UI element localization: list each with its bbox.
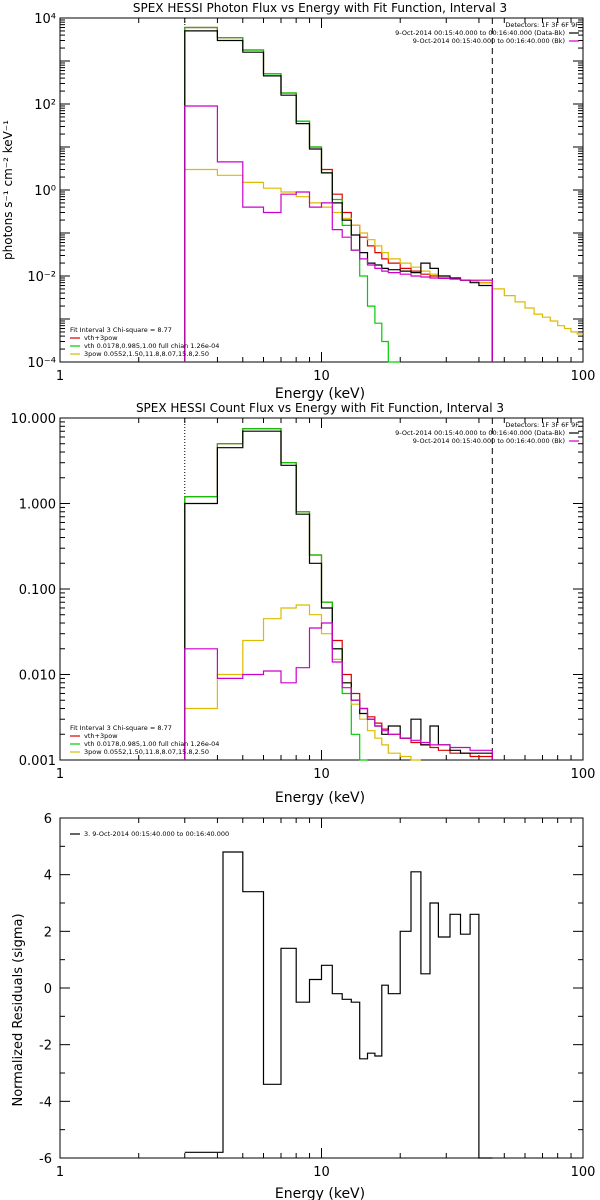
photon-flux-panel: SPEX HESSI Photon Flux vs Energy with Fi… [1, 1, 595, 402]
y-tick-label: 10² [34, 98, 56, 113]
series-line [184, 428, 493, 760]
y-tick-label: 1.000 [19, 498, 56, 513]
y-tick-label: 10⁴ [34, 12, 56, 27]
plot-frame [59, 17, 584, 363]
x-tick-label: 1 [56, 369, 64, 384]
y-tick-label: 0.001 [19, 754, 56, 769]
x-tick-label: 10 [313, 369, 330, 384]
count-flux-panel: SPEX HESSI Count Flux vs Energy with Fit… [11, 401, 596, 806]
residuals-panel: Normalized Residuals (sigma) Energy (keV… [11, 812, 595, 1200]
legend-header: Fit Interval 3 Chi-square = 8.77 [70, 724, 172, 732]
photon-ylabel: photons s⁻¹ cm⁻² keV⁻¹ [1, 120, 15, 260]
y-tick-label: 2 [44, 925, 52, 940]
x-tick-label: 100 [571, 369, 596, 384]
y-tick-label: -4 [39, 1095, 52, 1110]
x-tick-label: 1 [56, 767, 64, 782]
resid-ylabel: Normalized Residuals (sigma) [11, 913, 26, 1106]
legend-entry: vth+3pow [84, 334, 118, 342]
photon-xlabel: Energy (keV) [275, 386, 365, 402]
legend-entry: vth 0.0178,0.985,1.00 full chian 1.26e-0… [84, 342, 219, 350]
series-line [184, 622, 493, 760]
series-line [184, 168, 583, 362]
count-xlabel: Energy (keV) [275, 790, 365, 806]
photon-title: SPEX HESSI Photon Flux vs Energy with Fi… [133, 1, 507, 15]
legend-entry: 9-Oct-2014 00:15:40.000 to 00:16:40.000 … [413, 437, 565, 445]
y-tick-label: 10⁻² [27, 270, 56, 285]
legend-entry: 3. 9-Oct-2014 00:15:40.000 to 00:16:40.0… [84, 830, 229, 838]
series-line [184, 604, 421, 761]
legend-header: Detectors: 1F 3F 6F 9F [505, 21, 579, 29]
x-tick-label: 10 [313, 1165, 330, 1180]
x-tick-label: 1 [56, 1165, 64, 1180]
y-tick-label: 10⁻⁴ [27, 356, 56, 371]
legend-entry: 3pow 0.0552,1.50,11.8,8.07,15.8,2.50 [84, 350, 209, 358]
legend-entry: vth 0.0178,0.985,1.00 full chian 1.26e-0… [84, 740, 219, 748]
y-tick-label: 0 [44, 982, 52, 997]
series-line [184, 851, 493, 1159]
plot-frame [59, 817, 584, 1159]
legend-entry: vth+3pow [84, 732, 118, 740]
legend-header: Fit Interval 3 Chi-square = 8.77 [70, 326, 172, 334]
count-title: SPEX HESSI Count Flux vs Energy with Fit… [136, 401, 504, 415]
x-tick-label: 100 [571, 1165, 596, 1180]
y-tick-label: 0.010 [19, 669, 56, 684]
y-tick-label: 10⁰ [34, 184, 56, 199]
series-line [184, 430, 493, 760]
y-tick-label: 6 [44, 812, 52, 827]
y-tick-label: 4 [44, 869, 52, 884]
series-line [184, 26, 493, 362]
series-line [184, 428, 368, 761]
legend-entry: 3pow 0.0552,1.50,11.8,8.07,15.8,2.50 [84, 748, 209, 756]
legend-entry: 9-Oct-2014 00:15:40.000 to 00:16:40.000 … [395, 29, 565, 37]
y-tick-label: -2 [39, 1039, 52, 1054]
series-line [184, 30, 493, 362]
x-tick-label: 100 [571, 767, 596, 782]
y-tick-label: 0.100 [19, 583, 56, 598]
resid-xlabel: Energy (keV) [275, 1186, 365, 1200]
y-tick-label: -6 [39, 1152, 52, 1167]
y-tick-label: 10.000 [11, 412, 57, 427]
legend-entry: 9-Oct-2014 00:15:40.000 to 00:16:40.000 … [413, 37, 565, 45]
series-line [184, 105, 493, 362]
x-tick-label: 10 [313, 767, 330, 782]
legend-header: Detectors: 1F 3F 6F 9F [505, 421, 579, 429]
legend-entry: 9-Oct-2014 00:15:40.000 to 00:16:40.000 … [395, 429, 565, 437]
